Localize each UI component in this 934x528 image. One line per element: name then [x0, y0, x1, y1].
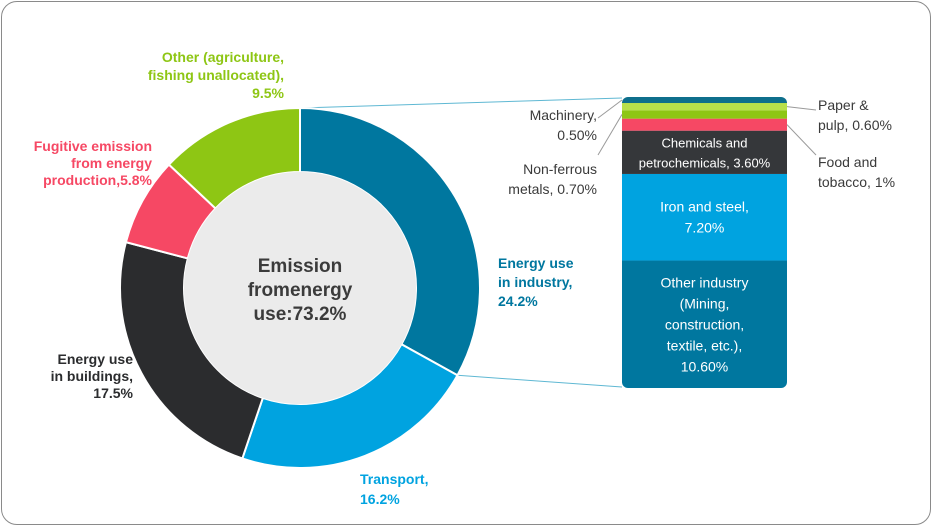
- segment-label-non-ferrous-metals: Non-ferrous metals, 0.70%: [508, 161, 597, 197]
- segment-food-and-tobacco: [622, 118, 787, 131]
- segment-other-industry-mining-construction-textile-etc: [622, 260, 787, 388]
- segment-label-machinery: Machinery, 0.50%: [530, 107, 597, 143]
- slice-label-fugitive-emission-from-energy-production: Fugitive emission from energy production,5…: [34, 138, 153, 188]
- slice-label-energy-use-in-buildings: Energy use in buildings, 17.5%: [51, 351, 134, 401]
- segment-paper-pulp: [622, 103, 787, 111]
- segment-label-food-and-tobacco: Food and tobacco, 1%: [818, 154, 895, 190]
- segment-iron-and-steel: [622, 173, 787, 261]
- slice-label-other-agriculture-fishing-unallocated: Other (agriculture, fishing unallocated),…: [148, 49, 285, 101]
- leader-line-paper-pulp: [786, 106, 817, 111]
- leader-line-food-and-tobacco: [786, 124, 817, 156]
- center-label: Emission fromenergy use:73.2%: [248, 256, 353, 325]
- segment-label-paper-pulp: Paper & pulp, 0.60%: [818, 97, 892, 133]
- leader-line-machinery: [597, 99, 623, 119]
- segment-label-iron-and-steel: Iron and steel, 7.20%: [660, 199, 749, 236]
- segment-label-other-industry-mining-construction-textile-etc: Other industry (Mining, construction, texti…: [661, 274, 749, 374]
- slice-label-transport: Transport, 16.2%: [360, 471, 428, 507]
- segment-chemicals-and-petrochemicals: [622, 130, 787, 174]
- connector-line-bottom: [457, 374, 623, 388]
- donut-hole: [184, 172, 416, 404]
- leader-line-non-ferrous-metals: [597, 114, 623, 156]
- segment-label-chemicals-and-petrochemicals: Chemicals and petrochemicals, 3.60%: [639, 135, 771, 170]
- connector-line-top: [299, 97, 623, 109]
- segment-machinery: [622, 97, 787, 104]
- segment-non-ferrous-metals: [622, 110, 787, 119]
- slice-label-energy-use-in-industry: Energy use in industry, 24.2%: [498, 255, 574, 309]
